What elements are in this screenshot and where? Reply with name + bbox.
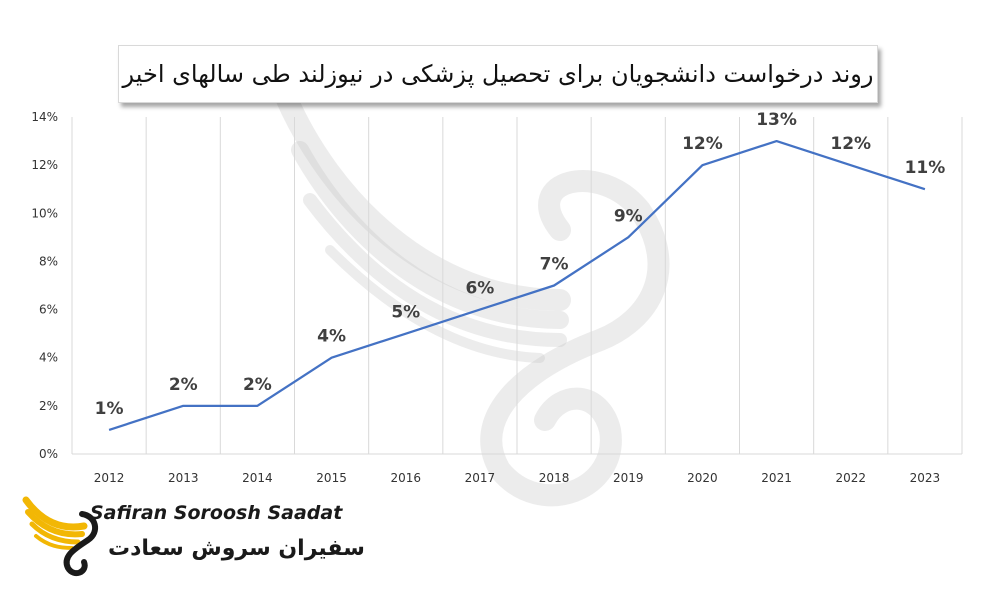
x-tick-label: 2023 [910,471,941,485]
x-tick-label: 2022 [835,471,866,485]
data-label: 13% [756,110,797,130]
data-label: 1% [95,399,124,419]
data-label: 4% [317,327,346,347]
x-tick-label: 2012 [94,471,125,485]
data-label: 5% [391,303,420,323]
y-tick-label: 6% [39,303,58,317]
x-tick-label: 2015 [316,471,347,485]
y-tick-label: 0% [39,447,58,461]
company-logo: Safiran Soroosh Saadat سفیران سروش سعادت [22,492,365,582]
data-label: 2% [169,375,198,395]
x-tick-label: 2020 [687,471,718,485]
data-label: 6% [465,279,494,299]
gridlines [71,117,963,455]
y-tick-label: 2% [39,399,58,413]
x-tick-label: 2014 [242,471,273,485]
data-label: 2% [243,375,272,395]
data-label: 11% [905,158,946,178]
data-label: 12% [830,134,871,154]
y-tick-label: 12% [31,158,58,172]
data-label: 7% [540,255,569,275]
y-tick-label: 14% [31,110,58,124]
x-tick-label: 2019 [613,471,644,485]
logo-text-en: Safiran Soroosh Saadat [90,502,343,524]
x-tick-label: 2018 [539,471,570,485]
chart-title-box: روند درخواست دانشجویان برای تحصیل پزشکی … [118,45,878,103]
y-tick-label: 8% [39,254,58,268]
bird-wing-icon [22,496,99,577]
y-tick-label: 10% [31,206,58,220]
y-tick-label: 4% [39,351,58,365]
data-labels: 1% 2% 2% 4% 5% 6% 7% 9% 12% 13% 12% 11% [95,110,946,419]
series-line [108,139,926,431]
x-tick-label: 2013 [168,471,199,485]
x-tick-label: 2017 [465,471,496,485]
x-axis-ticks: 2012 2013 2014 2015 2016 2017 2018 2019 2020 2021… [94,471,940,485]
data-label: 12% [682,134,723,154]
x-tick-label: 2021 [761,471,792,485]
x-tick-label: 2016 [390,471,421,485]
data-label: 9% [614,206,643,226]
logo-text-fa: سفیران سروش سعادت [108,536,365,561]
series-line-group [108,139,926,431]
chart-title: روند درخواست دانشجویان برای تحصیل پزشکی … [122,60,874,88]
y-axis-ticks: 0% 2% 4% 6% 8% 10% 12% 14% [31,110,58,461]
